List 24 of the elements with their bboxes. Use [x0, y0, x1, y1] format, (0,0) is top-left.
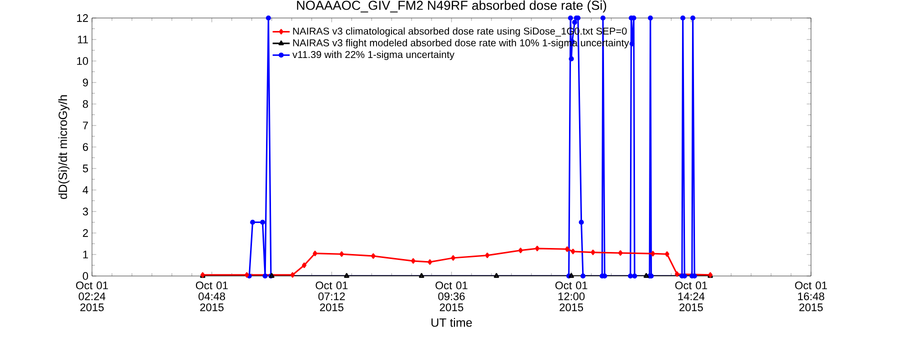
- y-tick-label: 2: [82, 229, 88, 237]
- y-tick-label: 1: [83, 250, 88, 258]
- x-tick-label: Oct 01 04:48 2015: [196, 282, 228, 312]
- y-tick-label: 11: [78, 36, 88, 44]
- y-tick-label: 3: [82, 208, 88, 216]
- y-tick-label: 8: [82, 100, 88, 108]
- x-tick-label: Oct 01 16:48 2015: [795, 282, 827, 312]
- x-tick-label: Oct 01 14:24 2015: [675, 282, 708, 312]
- y-tick-label: 12: [77, 14, 88, 22]
- y-tick-label: 4: [82, 186, 88, 194]
- legend-label: v11.39 with 22% 1-sigma uncertainty: [292, 50, 454, 60]
- y-tick-label: 6: [82, 143, 88, 151]
- x-tick-label: Oct 01 12:00 2015: [555, 282, 588, 312]
- x-tick-label: Oct 01 02:24 2015: [76, 282, 108, 312]
- chart-title: NOAAAOC_GIV_FM2 N49RF absorbed dose rate (Si): [297, 0, 606, 12]
- x-tick-label: Oct 01 07:12 2015: [316, 282, 348, 312]
- x-tick-label: Oct 01 09:36 2015: [436, 282, 468, 312]
- y-tick-label: 0: [82, 272, 88, 280]
- y-tick-label: 10: [77, 57, 88, 65]
- y-axis-title: dD(Si)/dt microGy/h: [58, 95, 70, 199]
- x-axis-title: UT time: [432, 318, 472, 327]
- y-tick-label: 5: [82, 164, 88, 172]
- y-tick-label: 9: [82, 78, 88, 86]
- y-tick-label: 7: [82, 122, 88, 130]
